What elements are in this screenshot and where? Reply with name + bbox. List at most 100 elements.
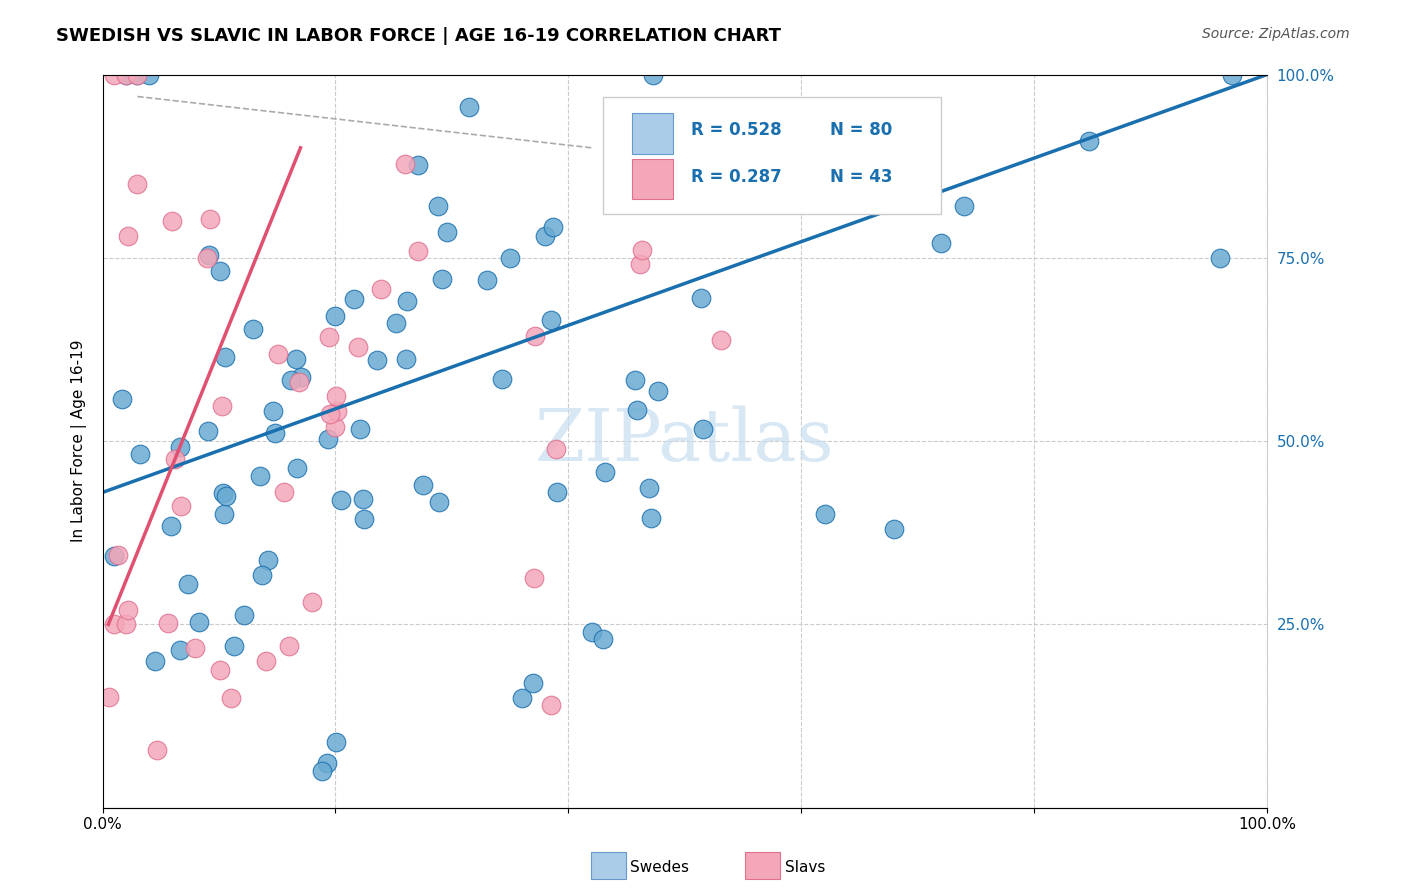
Swedes [145, 654, 167, 668]
Swedes [169, 642, 191, 657]
Slavs [628, 258, 651, 272]
Swedes [263, 425, 285, 440]
Slavs [710, 333, 733, 347]
Slavs [103, 68, 125, 82]
Swedes [1220, 68, 1243, 82]
Slavs [97, 690, 120, 705]
Slavs [277, 640, 299, 654]
Slavs [288, 375, 311, 389]
Swedes [285, 351, 308, 366]
Swedes [233, 608, 256, 623]
Swedes [330, 493, 353, 508]
Swedes [475, 273, 498, 287]
Swedes [692, 422, 714, 436]
Slavs [198, 212, 221, 227]
Swedes [426, 199, 449, 213]
Swedes [406, 158, 429, 172]
Swedes [541, 220, 564, 235]
Swedes [540, 312, 562, 326]
Slavs [347, 340, 370, 354]
Swedes [412, 478, 434, 492]
Slavs [162, 214, 184, 228]
Swedes [290, 370, 312, 384]
Slavs [103, 617, 125, 632]
Swedes [883, 522, 905, 536]
Swedes [640, 511, 662, 525]
Swedes [395, 351, 418, 366]
Slavs [540, 698, 562, 712]
Swedes [690, 291, 713, 305]
Slavs [211, 399, 233, 413]
Slavs [630, 243, 652, 257]
Swedes [214, 350, 236, 364]
Swedes [1209, 251, 1232, 265]
Swedes [385, 316, 408, 330]
Slavs [184, 640, 207, 655]
Slavs [114, 617, 136, 632]
Swedes [316, 756, 339, 770]
Slavs [326, 404, 349, 418]
Swedes [929, 236, 952, 251]
Swedes [257, 552, 280, 566]
Swedes [643, 68, 665, 82]
Swedes [352, 491, 374, 506]
Swedes [638, 482, 661, 496]
Swedes [242, 322, 264, 336]
Swedes [1077, 134, 1099, 148]
Text: Source: ZipAtlas.com: Source: ZipAtlas.com [1202, 27, 1350, 41]
Slavs [107, 548, 129, 562]
Swedes [325, 310, 347, 324]
Swedes [111, 392, 134, 406]
Text: N = 43: N = 43 [831, 169, 893, 186]
Slavs [219, 690, 242, 705]
Swedes [626, 403, 648, 417]
Swedes [432, 271, 454, 285]
Slavs [146, 743, 169, 757]
Slavs [208, 664, 231, 678]
Slavs [370, 282, 392, 296]
Slavs [267, 347, 290, 361]
Slavs [254, 654, 277, 668]
Bar [633, 159, 673, 199]
Swedes [592, 632, 614, 646]
Swedes [491, 372, 513, 386]
Swedes [103, 549, 125, 563]
Swedes [249, 468, 271, 483]
Swedes [427, 495, 450, 509]
Slavs [169, 499, 191, 513]
Swedes [169, 440, 191, 454]
FancyBboxPatch shape [603, 96, 941, 214]
Swedes [343, 292, 366, 306]
Slavs [319, 408, 342, 422]
Swedes [215, 489, 238, 503]
Swedes [813, 508, 835, 522]
Swedes [127, 68, 149, 82]
Swedes [214, 508, 236, 522]
Swedes [581, 624, 603, 639]
Slavs [406, 244, 429, 259]
Swedes [224, 639, 246, 653]
Swedes [624, 373, 647, 387]
Slavs [318, 330, 340, 344]
Swedes [197, 248, 219, 262]
Slavs [301, 595, 323, 609]
Slavs [157, 616, 180, 631]
Swedes [353, 512, 375, 526]
Swedes [252, 568, 274, 582]
Y-axis label: In Labor Force | Age 16-19: In Labor Force | Age 16-19 [72, 340, 87, 542]
Text: R = 0.287: R = 0.287 [690, 169, 782, 186]
Swedes [546, 485, 568, 500]
Swedes [311, 764, 333, 778]
Slavs [127, 178, 149, 192]
Swedes [522, 676, 544, 690]
Text: SWEDISH VS SLAVIC IN LABOR FORCE | AGE 16-19 CORRELATION CHART: SWEDISH VS SLAVIC IN LABOR FORCE | AGE 1… [56, 27, 782, 45]
Swedes [280, 373, 302, 387]
Swedes [436, 226, 458, 240]
Swedes [720, 166, 742, 180]
Text: Swedes: Swedes [630, 860, 689, 874]
Swedes [510, 690, 533, 705]
Swedes [177, 577, 200, 591]
Swedes [188, 615, 211, 630]
Swedes [593, 466, 616, 480]
Swedes [316, 432, 339, 446]
